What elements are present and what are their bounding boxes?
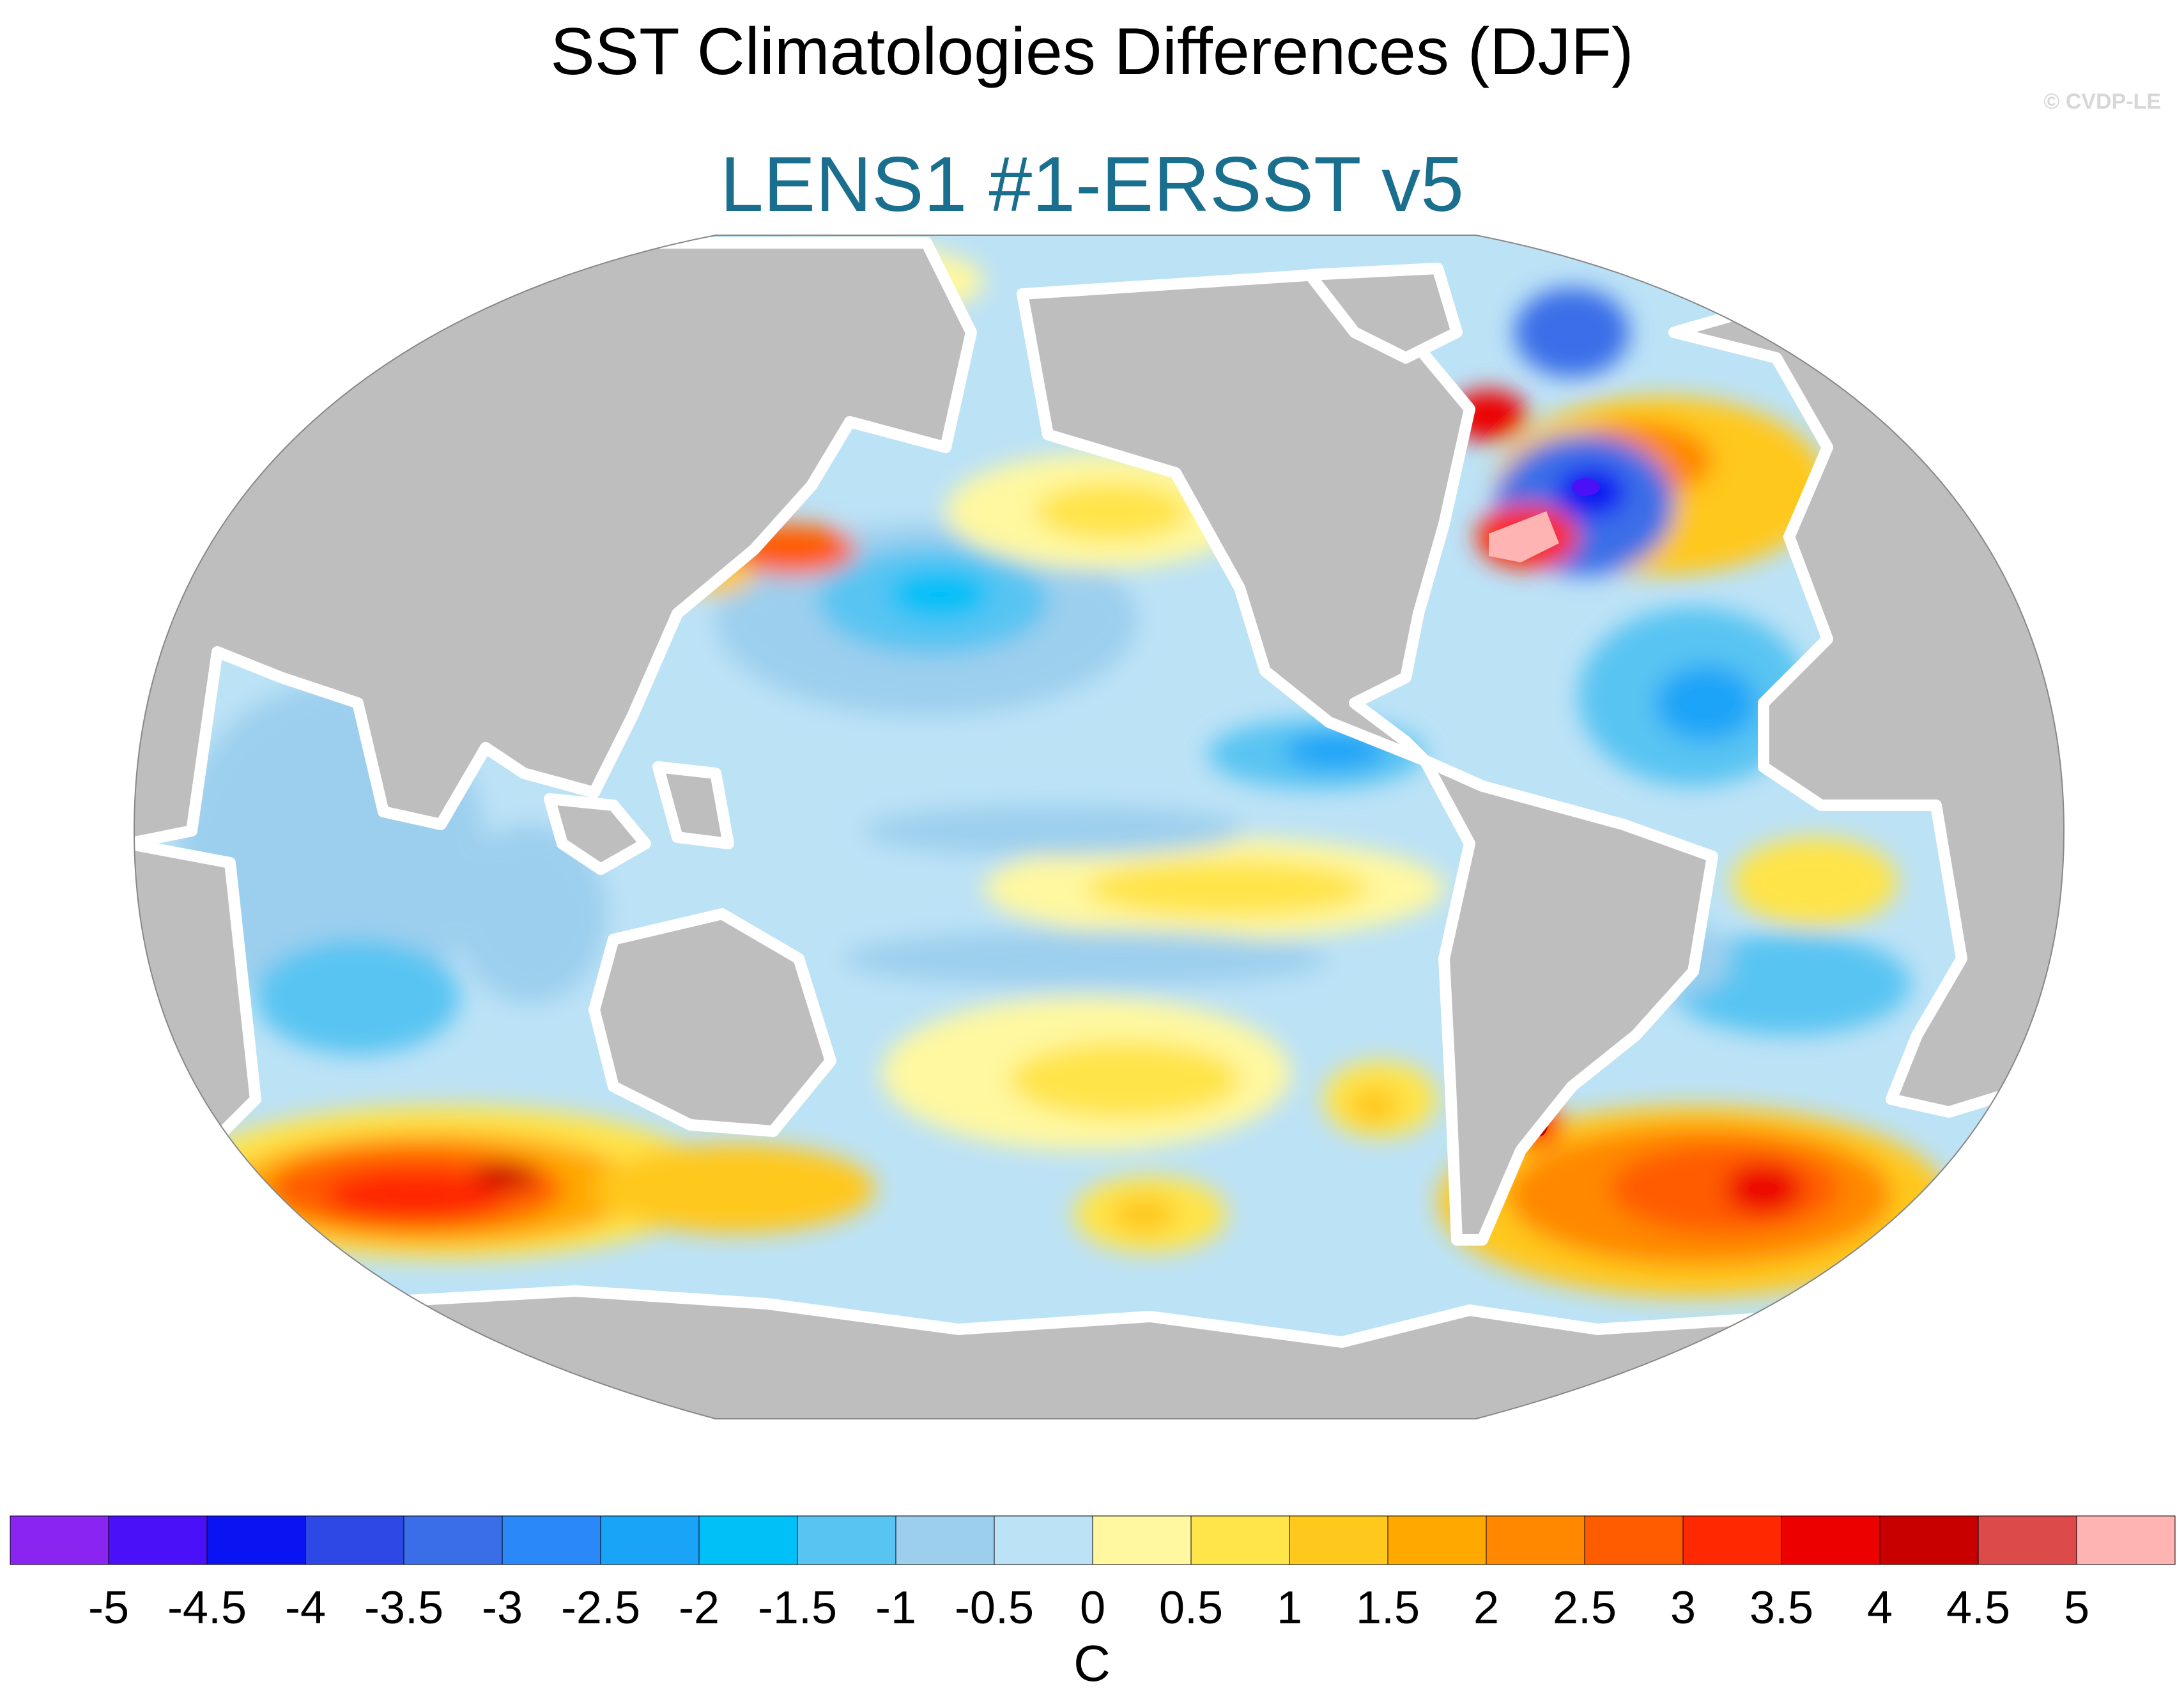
colorbar-box — [895, 1515, 995, 1565]
colorbar-box — [1092, 1515, 1192, 1565]
colorbar-box — [403, 1515, 503, 1565]
colorbar-tick-label: 1.5 — [1356, 1582, 1420, 1634]
colorbar-tick-label: 5 — [2064, 1582, 2089, 1634]
colorbar-tick-label: -4 — [285, 1582, 326, 1634]
colorbar-box — [994, 1515, 1093, 1565]
colorbar-tick-label: -2 — [679, 1582, 719, 1634]
colorbar-tick-label: -5 — [88, 1582, 129, 1634]
colorbar-box — [1682, 1515, 1782, 1565]
colorbar-tick-label: 4.5 — [1946, 1582, 2010, 1634]
colorbar-unit: C — [1073, 1635, 1111, 1692]
colorbar-box — [1879, 1515, 1979, 1565]
colorbar-tick-labels: -5 -4.5 -4 -3.5 -3 -2.5 -2 -1.5 -1 -0.5 0 0.5 1 1.5 2 2… — [88, 1582, 2089, 1634]
colorbar-box — [1978, 1515, 2077, 1565]
colorbar-box — [1584, 1515, 1684, 1565]
colorbar-box — [600, 1515, 700, 1565]
colorbar-tick-label: 0 — [1080, 1582, 1105, 1634]
watermark: © CVDP-LE — [2043, 89, 2161, 114]
colorbar-box — [2076, 1515, 2176, 1565]
colorbar-box — [1387, 1515, 1487, 1565]
main-title: SST Climatologies Differences (DJF) — [550, 15, 1634, 89]
colorbar-box — [502, 1515, 601, 1565]
colorbar-tick-label: 2 — [1473, 1582, 1499, 1634]
colorbar-tick-label: 1 — [1277, 1582, 1302, 1634]
colorbar-box — [305, 1515, 404, 1565]
colorbar-tick-label: -1 — [875, 1582, 916, 1634]
colorbar-box — [1486, 1515, 1585, 1565]
colorbar-tick-label: 2.5 — [1553, 1582, 1617, 1634]
colorbar-tick-label: 0.5 — [1159, 1582, 1223, 1634]
colorbar-box — [797, 1515, 896, 1565]
colorbar-tick-label: -3 — [482, 1582, 523, 1634]
map-border — [133, 235, 2065, 1419]
colorbar-box — [10, 1515, 109, 1565]
colorbar-box — [206, 1515, 306, 1565]
colorbar-box — [698, 1515, 798, 1565]
colorbar-tick-label: 4 — [1867, 1582, 1893, 1634]
colorbar-box — [1190, 1515, 1290, 1565]
colorbar-boxes — [10, 1515, 2176, 1565]
map-subtitle: LENS1 #1-ERSST v5 — [719, 141, 1465, 228]
colorbar-tick-label: 3 — [1670, 1582, 1696, 1634]
colorbar-box — [1289, 1515, 1388, 1565]
colorbar-tick-label: -2.5 — [561, 1582, 640, 1634]
colorbar-tick-label: -4.5 — [167, 1582, 247, 1634]
colorbar-tick-label: -0.5 — [955, 1582, 1034, 1634]
colorbar-tick-label: -1.5 — [758, 1582, 837, 1634]
colorbar-tick-label: -3.5 — [364, 1582, 443, 1634]
colorbar-box — [108, 1515, 208, 1565]
sst-difference-map — [133, 235, 2065, 1419]
colorbar-box — [1781, 1515, 1880, 1565]
colorbar-tick-label: 3.5 — [1750, 1582, 1813, 1634]
